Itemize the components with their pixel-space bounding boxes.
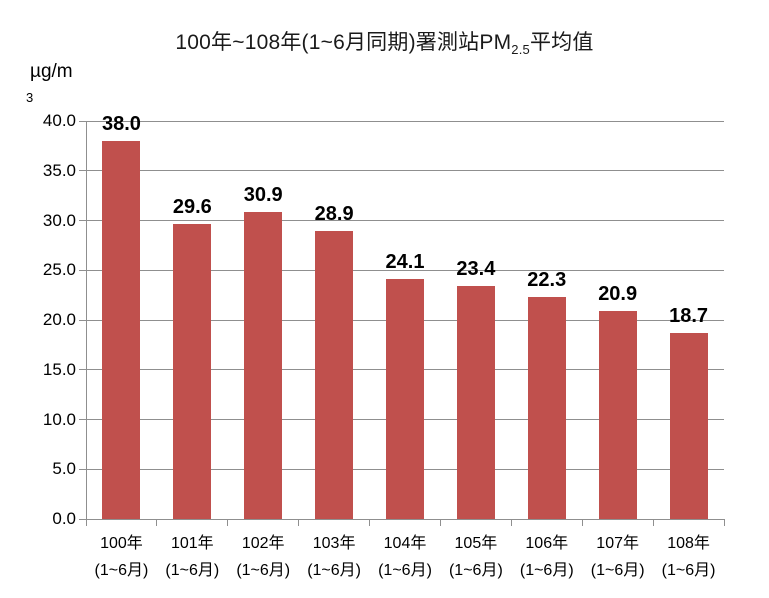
x-axis-tick: [85, 519, 87, 526]
bar: [102, 140, 141, 519]
bar: [244, 211, 283, 519]
bar: [598, 311, 637, 519]
y-tick-label: 5.0: [52, 459, 76, 479]
x-category-label: 100年 (1~6月): [76, 530, 166, 584]
x-category-label-line1: 100年: [100, 535, 143, 552]
y-axis-tick: [79, 369, 86, 371]
x-category-label: 106年 (1~6月): [502, 530, 592, 584]
gridline: [86, 269, 724, 271]
y-tick-label: 30.0: [42, 210, 76, 230]
bar: [173, 224, 212, 519]
x-category-label-line1: 105年: [454, 535, 498, 552]
bar: [669, 332, 708, 519]
x-axis-tick: [156, 519, 158, 526]
x-axis-tick: [369, 519, 371, 526]
x-category-label-line2: (1~6月): [661, 562, 716, 579]
chart-title-prefix: 100年~108年(1~6月同期)署測站PM: [175, 31, 512, 54]
y-axis-unit-line2: 3: [26, 90, 34, 105]
bar-value-label: 28.9: [314, 203, 354, 226]
bar-value-label: 38.0: [101, 112, 141, 135]
x-axis-tick: [439, 519, 441, 526]
bar: [386, 279, 424, 519]
x-category-label-line2: (1~6月): [519, 562, 574, 579]
bar-value-label: 22.3: [527, 269, 567, 292]
y-axis-tick: [79, 269, 86, 271]
y-tick-label: 15.0: [42, 359, 76, 379]
y-tick-label: 35.0: [42, 160, 76, 180]
bar: [456, 286, 495, 519]
x-category-label: 108年 (1~6月): [644, 530, 734, 584]
x-category-label-line2: (1~6月): [590, 562, 645, 579]
x-category-label: 105年 (1~6月): [431, 530, 521, 584]
y-axis-tick: [79, 220, 86, 221]
y-tick-label: 0.0: [52, 509, 76, 528]
chart-title-suffix: 平均值: [529, 31, 594, 54]
y-axis-tick: [79, 319, 86, 321]
bar-value-label: 30.9: [243, 183, 283, 206]
bar-value-label: 20.9: [598, 283, 638, 306]
x-category-label-line1: 106年: [525, 535, 569, 552]
x-category-label-line2: (1~6月): [307, 562, 362, 579]
x-axis-tick: [227, 519, 229, 526]
bar-value-label: 24.1: [385, 251, 425, 274]
x-category-label-line2: (1~6月): [448, 562, 503, 579]
x-category-label-line2: (1~6月): [165, 562, 220, 579]
x-category-label-line1: 107年: [596, 535, 639, 552]
x-category-label: 103年 (1~6月): [289, 530, 379, 584]
x-category-label: 102年 (1~6月): [218, 530, 308, 584]
bar-value-label: 29.6: [172, 196, 212, 219]
bar: [527, 297, 566, 519]
y-tick-label: 20.0: [42, 310, 76, 329]
x-axis-tick: [723, 519, 725, 526]
x-category-label-line1: 108年: [667, 535, 710, 552]
x-category-label: 101年 (1~6月): [147, 530, 237, 584]
x-axis-tick: [652, 519, 654, 526]
y-tick-label: 25.0: [42, 260, 76, 280]
y-axis-unit-label: µg/m 3: [26, 61, 73, 108]
x-category-label-line1: 104年: [383, 535, 427, 552]
y-tick-label: 40.0: [42, 111, 76, 130]
bar-value-label: 18.7: [669, 304, 709, 327]
y-axis-tick: [79, 518, 86, 520]
x-axis-tick: [298, 519, 300, 526]
bar: [315, 231, 354, 519]
y-tick-label: 10.0: [42, 409, 76, 429]
y-axis-tick: [79, 419, 86, 420]
x-category-label-line1: 101年: [170, 535, 214, 552]
y-axis-unit-line1: µg/m: [30, 61, 73, 82]
x-category-label: 104年 (1~6月): [360, 530, 450, 584]
y-axis-tick: [79, 468, 86, 470]
bar-value-label: 23.4: [456, 258, 496, 281]
x-category-label-line1: 102年: [241, 535, 285, 552]
x-category-label-line2: (1~6月): [236, 562, 291, 579]
y-axis-tick: [79, 170, 86, 172]
x-axis-line: [86, 518, 724, 520]
chart-title: 100年~108年(1~6月同期)署測站PM2.5平均值: [0, 26, 769, 57]
x-category-label-line2: (1~6月): [94, 562, 149, 579]
x-category-label: 107年 (1~6月): [573, 530, 663, 584]
x-axis-tick: [510, 519, 512, 526]
x-axis-tick: [581, 519, 583, 526]
x-category-label-line1: 103年: [312, 535, 356, 552]
gridline: [86, 220, 724, 221]
gridline: [86, 170, 724, 172]
y-axis-tick: [79, 120, 86, 122]
y-axis-line: [86, 121, 87, 526]
chart-title-subscript: 2.5: [511, 42, 530, 58]
x-category-label-line2: (1~6月): [378, 562, 432, 579]
gridline: [86, 120, 724, 122]
